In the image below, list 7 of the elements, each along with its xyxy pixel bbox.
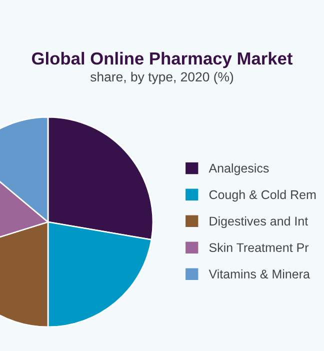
legend-label: Digestives and Int <box>210 216 308 228</box>
legend-label: Analgesics <box>208 163 269 176</box>
legend-label: Cough & Cold Rem <box>209 190 316 202</box>
chart-title: Global Online Pharmacy Market <box>32 52 293 68</box>
chart-subtitle: share, by type, 2020 (%) <box>90 72 234 84</box>
legend-label: Skin Treatment Pr <box>209 242 309 252</box>
legend-label: Vitamins & Minera <box>208 269 310 279</box>
